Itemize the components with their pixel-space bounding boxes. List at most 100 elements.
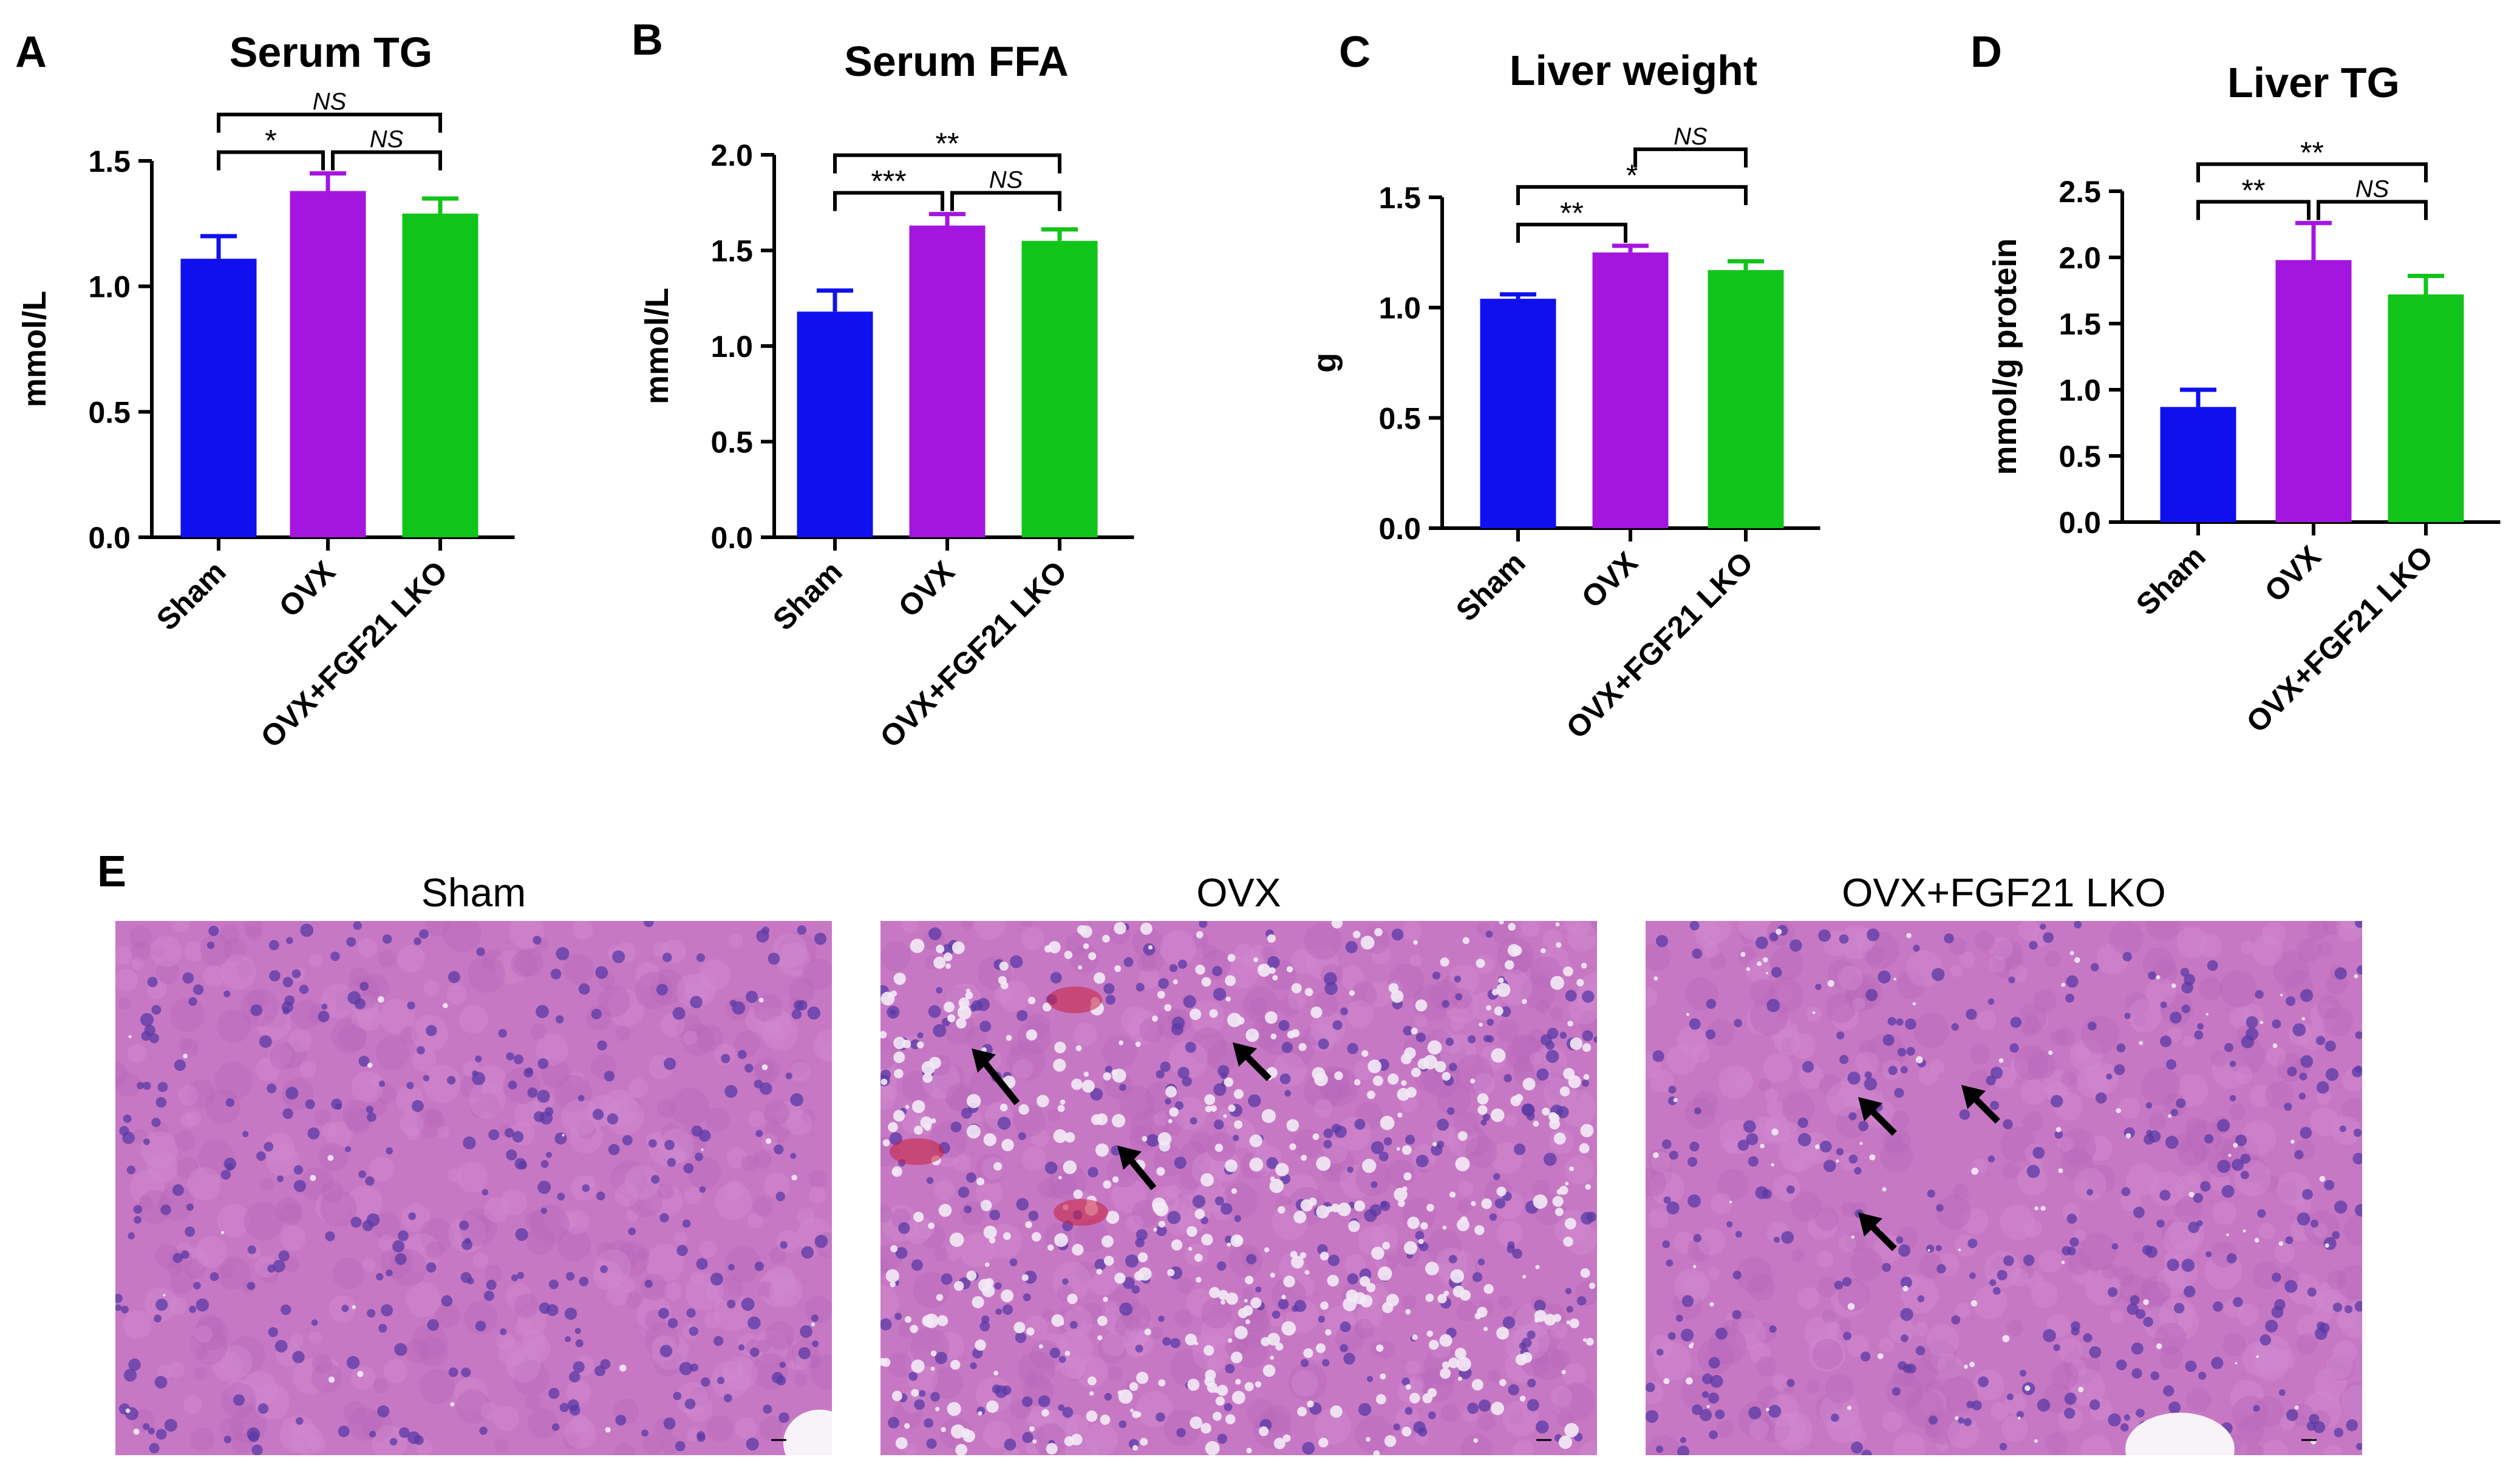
lipid-droplet — [893, 973, 906, 985]
lipid-droplet — [1373, 1450, 1380, 1455]
cytoplasm-patch — [931, 1367, 964, 1399]
nucleus — [1989, 1279, 1997, 1286]
lipid-droplet — [1869, 1154, 1876, 1161]
cytoplasm-patch — [759, 1416, 784, 1441]
lipid-droplet — [1580, 1124, 1594, 1138]
cytoplasm-patch — [1437, 1249, 1476, 1288]
cytoplasm-patch — [2343, 1214, 2362, 1246]
lipid-droplet — [1412, 1334, 1418, 1340]
arrow-head — [1233, 1042, 1257, 1067]
cytoplasm-patch — [2337, 1265, 2362, 1300]
cytoplasm-patch — [1808, 1335, 1846, 1372]
cytoplasm-patch — [1737, 946, 1757, 966]
cytoplasm-patch — [152, 944, 165, 957]
cytoplasm-patch — [511, 950, 538, 977]
lipid-droplet — [310, 1175, 316, 1181]
cytoplasm-patch — [1773, 1174, 1800, 1202]
cytoplasm-patch — [934, 1063, 965, 1095]
lipid-droplet — [1275, 1163, 1289, 1177]
nucleus — [1125, 1254, 1139, 1268]
cytoplasm-patch — [1105, 1300, 1118, 1313]
cytoplasm-patch — [369, 1156, 394, 1182]
lipid-droplet — [1165, 1085, 1177, 1098]
lipid-droplet — [1096, 1268, 1103, 1275]
nucleus — [134, 1215, 142, 1224]
lipid-droplet — [1234, 1326, 1248, 1340]
nucleus — [1966, 1401, 1974, 1408]
cytoplasm-patch — [514, 1293, 539, 1318]
nucleus — [689, 1326, 699, 1336]
cytoplasm-patch — [147, 1152, 178, 1183]
lipid-droplet — [1542, 1107, 1550, 1116]
y-tick-label: 0.5 — [2059, 440, 2101, 474]
lipid-droplet — [1443, 1290, 1449, 1296]
lipid-droplet — [1253, 957, 1259, 963]
cytoplasm-patch — [1838, 966, 1863, 991]
nucleus — [147, 977, 158, 988]
cytoplasm-patch — [1029, 1402, 1055, 1428]
nucleus — [369, 1430, 376, 1438]
lipid-droplet — [1401, 1427, 1412, 1437]
cytoplasm-patch — [1579, 921, 1597, 937]
nucleus — [755, 1130, 763, 1138]
nucleus — [1021, 1396, 1033, 1407]
cytoplasm-patch — [953, 1153, 971, 1172]
cytoplasm-patch — [628, 1183, 663, 1218]
nucleus — [2300, 1055, 2314, 1068]
nucleus — [1340, 1344, 1348, 1353]
lipid-droplet — [701, 1148, 704, 1151]
nucleus — [2240, 1153, 2251, 1164]
cytoplasm-patch — [2210, 1050, 2227, 1067]
cytoplasm-patch — [1767, 1394, 1800, 1427]
cytoplasm-patch — [1531, 1346, 1565, 1381]
cytoplasm-patch — [2310, 1107, 2339, 1136]
nucleus — [2253, 1405, 2260, 1412]
lipid-droplet — [1686, 1013, 1690, 1016]
lipid-droplet — [949, 1232, 964, 1247]
arrow-head — [1117, 1146, 1142, 1170]
cytoplasm-patch — [615, 1242, 649, 1277]
cytoplasm-patch — [670, 1087, 709, 1127]
chart-title: Serum TG — [230, 29, 433, 76]
bar — [402, 213, 478, 537]
nucleus — [151, 1005, 162, 1015]
cytoplasm-patch — [2070, 1359, 2087, 1377]
lipid-droplet — [1384, 1435, 1397, 1447]
lipid-droplet — [2002, 1335, 2010, 1342]
lipid-droplet — [1334, 1071, 1343, 1081]
cytoplasm-patch — [2149, 1171, 2185, 1207]
nucleus — [1503, 1074, 1512, 1082]
nucleus — [1185, 1041, 1196, 1053]
lipid-droplet — [183, 1053, 188, 1059]
nucleus — [338, 1425, 350, 1438]
nucleus — [350, 1217, 362, 1228]
nucleus — [2284, 1280, 2298, 1293]
nucleus — [1467, 1402, 1479, 1415]
cytoplasm-patch — [115, 946, 132, 965]
cytoplasm-patch — [174, 1130, 196, 1152]
lipid-droplet — [1776, 928, 1782, 935]
nucleus — [311, 1319, 318, 1326]
cytoplasm-patch — [115, 1072, 141, 1098]
cytoplasm-patch — [2027, 1051, 2056, 1079]
cytoplasm-patch — [1496, 1019, 1519, 1042]
nucleus — [268, 1327, 278, 1337]
nucleus — [1689, 921, 1700, 931]
nucleus — [1467, 1035, 1476, 1044]
lipid-droplet — [2156, 975, 2161, 980]
lipid-droplet — [1442, 1361, 1450, 1369]
lipid-droplet — [1129, 1408, 1134, 1413]
lipid-droplet — [1291, 1029, 1300, 1038]
cytoplasm-patch — [315, 1189, 350, 1224]
nucleus — [1958, 1417, 1964, 1424]
lipid-droplet — [1210, 1105, 1217, 1112]
cytoplasm-patch — [514, 948, 544, 977]
nucleus — [189, 1305, 197, 1313]
lipid-droplet — [1195, 965, 1205, 975]
cytoplasm-patch — [1521, 921, 1541, 937]
nucleus — [1669, 1150, 1678, 1160]
nucleus — [164, 1419, 177, 1432]
lipid-droplet — [2188, 1192, 2195, 1198]
cytoplasm-patch — [506, 1347, 541, 1383]
nucleus — [2053, 1344, 2060, 1351]
